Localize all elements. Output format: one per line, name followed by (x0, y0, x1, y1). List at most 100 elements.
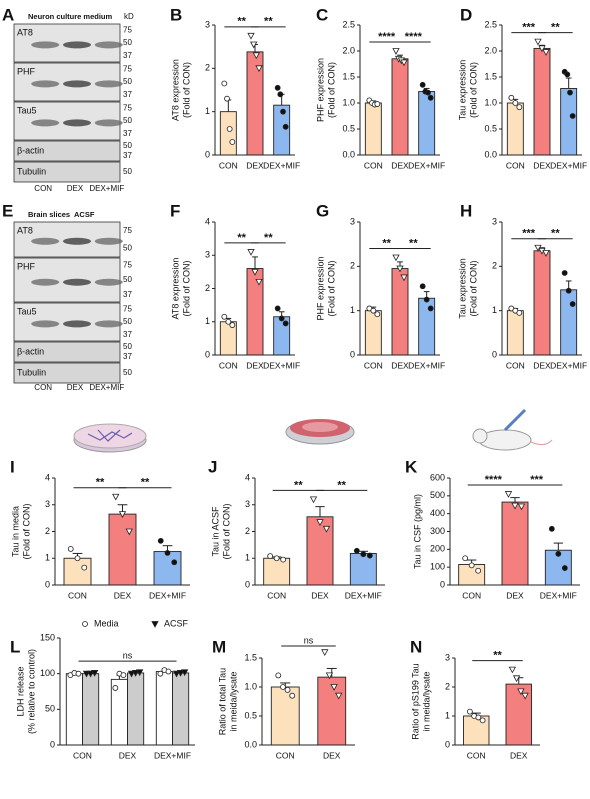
data-point (555, 550, 562, 557)
data-point (569, 301, 576, 307)
data-point (165, 668, 172, 675)
x-tick-label: DEX (114, 590, 132, 600)
y-tick-label: 3 (205, 250, 210, 260)
bar (82, 673, 100, 746)
data-point (516, 309, 523, 316)
x-tick-label: CON (364, 360, 383, 370)
y-tick-label: 0 (205, 349, 210, 359)
x-tick-label: DEX (246, 160, 264, 170)
marker-label: 37 (123, 129, 132, 138)
x-tick-label: CON (506, 360, 525, 370)
data-point (221, 313, 228, 320)
data-point (325, 672, 334, 680)
y-tick-label: 1.0 (244, 681, 257, 691)
bar (418, 91, 436, 156)
x-tick-label: DEX+MIF (408, 160, 445, 170)
data-point (468, 562, 475, 569)
culture-dish-icon (73, 423, 147, 453)
y-tick-label: 100 (430, 562, 445, 572)
bar (349, 552, 377, 586)
data-point (322, 525, 331, 533)
marker-label: 50 (123, 342, 132, 351)
bar (501, 501, 529, 586)
data-point (517, 503, 526, 511)
data-point (180, 669, 189, 677)
marker-label: 50 (123, 243, 132, 252)
significance-label: ** (237, 232, 246, 244)
lane-label: DEX+MIF (89, 383, 124, 392)
data-point (221, 80, 228, 87)
y-axis-label: Ratio of pS199 Tau (410, 663, 420, 739)
data-point (112, 685, 119, 691)
data-point (247, 32, 255, 40)
legend-label: ACSF (164, 618, 189, 628)
blot-strip (13, 341, 121, 363)
data-point (229, 322, 236, 328)
blot-band (31, 119, 60, 127)
significance-label: ** (294, 479, 303, 491)
panel-letter: A (2, 5, 14, 24)
lane-label: DEX+MIF (89, 184, 124, 193)
blot-row-label: AT8 (17, 225, 33, 235)
bar (364, 102, 382, 156)
significance-label: ** (237, 16, 246, 28)
y-tick-label: 0 (50, 739, 55, 749)
bar (219, 111, 237, 156)
y-tick-label: 3 (350, 216, 355, 226)
blot-band (94, 278, 123, 286)
blot-band (63, 80, 91, 88)
slice-dish-icon (285, 419, 355, 445)
data-point (157, 537, 164, 544)
bar (506, 310, 524, 356)
data-point (542, 250, 550, 257)
data-point (273, 555, 280, 562)
y-axis-label: Tau expression (457, 60, 467, 121)
bar (263, 557, 291, 586)
panel-letter: J (208, 457, 217, 476)
blot-band (94, 320, 123, 328)
data-point (277, 91, 284, 98)
marker-label: 37 (123, 330, 132, 339)
data-point (280, 108, 286, 115)
data-point (247, 249, 255, 256)
y-tick-label: 300 (430, 526, 445, 536)
y-axis-label: Tau in media (10, 506, 20, 557)
blot-row-label: β-actin (17, 346, 44, 356)
y-tick-label: 1 (445, 710, 450, 720)
data-point (353, 547, 360, 554)
blot-band (63, 237, 91, 245)
blot-row-label: Tubulin (17, 367, 46, 377)
x-tick-label: DEX (323, 750, 341, 760)
y-tick-label: 0 (205, 149, 210, 159)
y-tick-label: 2.0 (342, 45, 355, 55)
y-tick-label: 0 (245, 579, 250, 589)
y-axis-label: (Fold of CON) (468, 62, 478, 118)
y-axis-label: in meida/lysate (421, 671, 431, 731)
data-point (75, 670, 82, 677)
significance-label: ** (141, 477, 150, 489)
y-tick-label: 0.0 (244, 739, 257, 749)
y-axis-label: PHF expression (315, 58, 325, 122)
x-tick-label: DEX (391, 160, 409, 170)
y-tick-label: 500 (430, 490, 445, 500)
data-point (400, 274, 408, 282)
data-point (512, 675, 521, 683)
lane-label: DEX (67, 184, 84, 193)
y-axis-label: (Fold of CON) (468, 260, 478, 316)
data-point (135, 669, 144, 677)
data-point (330, 684, 338, 691)
marker-label: 50 (123, 77, 132, 86)
x-tick-label: DEX (510, 750, 528, 760)
legend-marker (82, 621, 88, 627)
x-tick-label: CON (364, 160, 383, 170)
data-point (521, 692, 529, 700)
blot-band (63, 278, 91, 286)
lane-label: CON (34, 383, 52, 392)
significance-label: *** (522, 22, 536, 34)
data-point (131, 670, 140, 677)
data-point (275, 672, 282, 679)
blot-band (94, 80, 123, 88)
marker-label: 50 (123, 116, 132, 125)
blot-row-label: Tau5 (17, 306, 37, 316)
data-point (516, 104, 523, 111)
